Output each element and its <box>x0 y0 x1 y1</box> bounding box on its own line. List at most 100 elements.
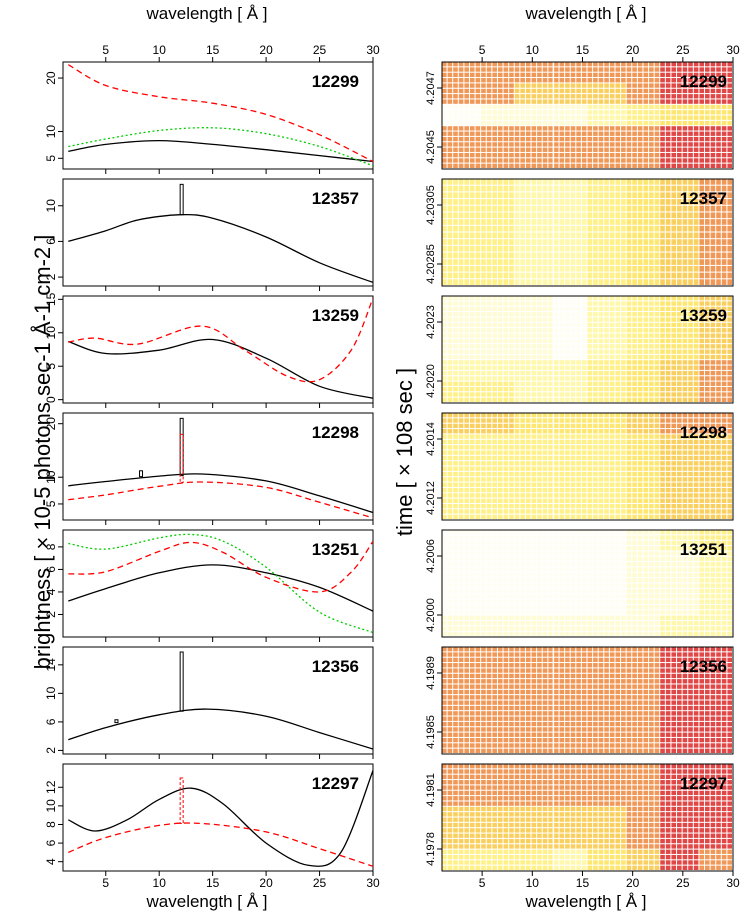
ytick-label: 4.2020 <box>425 364 437 398</box>
heatmap-cell <box>710 120 716 126</box>
heatmap-cell <box>671 429 677 434</box>
heatmap-cell <box>587 147 593 152</box>
heatmap-cell <box>570 354 576 360</box>
heatmap-cell <box>442 88 447 94</box>
heatmap-cell <box>497 551 503 556</box>
heatmap-cell <box>447 583 453 588</box>
heatmap-cell <box>481 333 486 338</box>
heatmap-cell <box>503 120 509 126</box>
heatmap-cell <box>514 477 520 482</box>
heatmap-cell <box>604 498 609 503</box>
heatmap-cell <box>525 185 531 192</box>
heatmap-cell <box>699 252 705 259</box>
heatmap-cell <box>447 163 453 168</box>
heatmap-cell <box>671 136 677 142</box>
heatmap-cell <box>559 455 565 461</box>
heatmap-cell <box>637 376 643 381</box>
heatmap-cell <box>537 477 542 482</box>
heatmap-cell <box>520 461 525 466</box>
heatmap-cell <box>548 397 553 402</box>
heatmap-cell <box>559 349 565 354</box>
heatmap-cell <box>598 301 604 306</box>
heatmap-cell <box>486 354 492 360</box>
heatmap-cell <box>531 381 537 386</box>
heatmap-cell <box>447 610 453 615</box>
heatmap-cell <box>570 365 576 370</box>
heatmap-cell <box>553 583 559 588</box>
heatmap-cell <box>710 265 716 272</box>
heatmap-cell <box>626 333 632 338</box>
heatmap-cell <box>565 599 570 604</box>
heatmap-cell <box>492 546 497 551</box>
heatmap-cell <box>570 429 576 434</box>
heatmap-cell <box>537 493 542 498</box>
heatmap-cell <box>665 252 671 259</box>
heatmap-cell <box>727 147 732 152</box>
heatmap-cell <box>469 599 475 604</box>
heatmap-cell <box>464 562 469 567</box>
heatmap-cell <box>626 225 632 232</box>
heatmap-cell <box>486 232 492 239</box>
heatmap-cell <box>665 67 671 72</box>
heatmap-cell <box>559 185 565 192</box>
heatmap-cell <box>486 179 492 185</box>
heatmap-cell <box>570 158 576 163</box>
heatmap-cell <box>492 604 497 610</box>
bottom-xtick-label: 30 <box>366 876 380 890</box>
heatmap-cell <box>609 493 615 498</box>
heatmap-cell <box>626 158 632 163</box>
heatmap-cell <box>727 418 732 423</box>
heatmap-cell <box>486 455 492 461</box>
heatmap-cell <box>671 413 677 418</box>
heatmap-cell <box>442 445 447 450</box>
heatmap-cell <box>688 381 693 386</box>
heatmap-cell <box>447 265 453 272</box>
heatmap-cell <box>514 219 520 225</box>
heatmap-cell <box>593 546 598 551</box>
heatmap-cell <box>492 205 497 212</box>
heatmap-cell <box>503 83 509 88</box>
heatmap-cell <box>553 205 559 212</box>
heatmap-cell <box>677 397 682 402</box>
heatmap-cell <box>727 322 732 328</box>
heatmap-cell <box>705 370 710 376</box>
heatmap-cell <box>542 232 548 239</box>
heatmap-cell <box>447 199 453 205</box>
heatmap-cell <box>604 126 609 131</box>
heatmap-cell <box>503 551 509 556</box>
heatmap-cell <box>643 429 649 434</box>
heatmap-cell <box>626 136 632 142</box>
heatmap-cell <box>525 88 531 94</box>
heatmap-cell <box>442 578 447 583</box>
heatmap-cell <box>677 471 682 477</box>
heatmap-cell <box>716 232 721 239</box>
heatmap-cell <box>481 279 486 285</box>
heatmap-cell <box>503 599 509 604</box>
heatmap-cell <box>688 104 693 110</box>
heatmap-cell <box>447 482 453 487</box>
heatmap-cell <box>632 386 637 392</box>
heatmap-cell <box>677 540 682 546</box>
heatmap-cell <box>559 152 565 158</box>
heatmap-cell <box>721 126 727 131</box>
heatmap-cell <box>716 131 721 136</box>
heatmap-cell <box>705 572 710 578</box>
heatmap-cell <box>548 381 553 386</box>
heatmap-cell <box>682 131 688 136</box>
plot-frame <box>441 295 734 404</box>
heatmap-cell <box>486 205 492 212</box>
heatmap-cell <box>537 232 542 239</box>
heatmap-cell <box>671 83 677 88</box>
heatmap-cell <box>621 115 626 120</box>
heatmap-cell <box>604 265 609 272</box>
heatmap-cell <box>654 205 660 212</box>
heatmap-cell <box>559 439 565 445</box>
heatmap-cell <box>654 418 660 423</box>
heatmap-cell <box>643 328 649 333</box>
heatmap-cell <box>637 477 643 482</box>
heatmap-cell <box>654 279 660 285</box>
heatmap-cell <box>581 540 587 546</box>
heatmap-cell <box>705 279 710 285</box>
heatmap-cell <box>626 445 632 450</box>
heatmap-cell <box>581 466 587 471</box>
